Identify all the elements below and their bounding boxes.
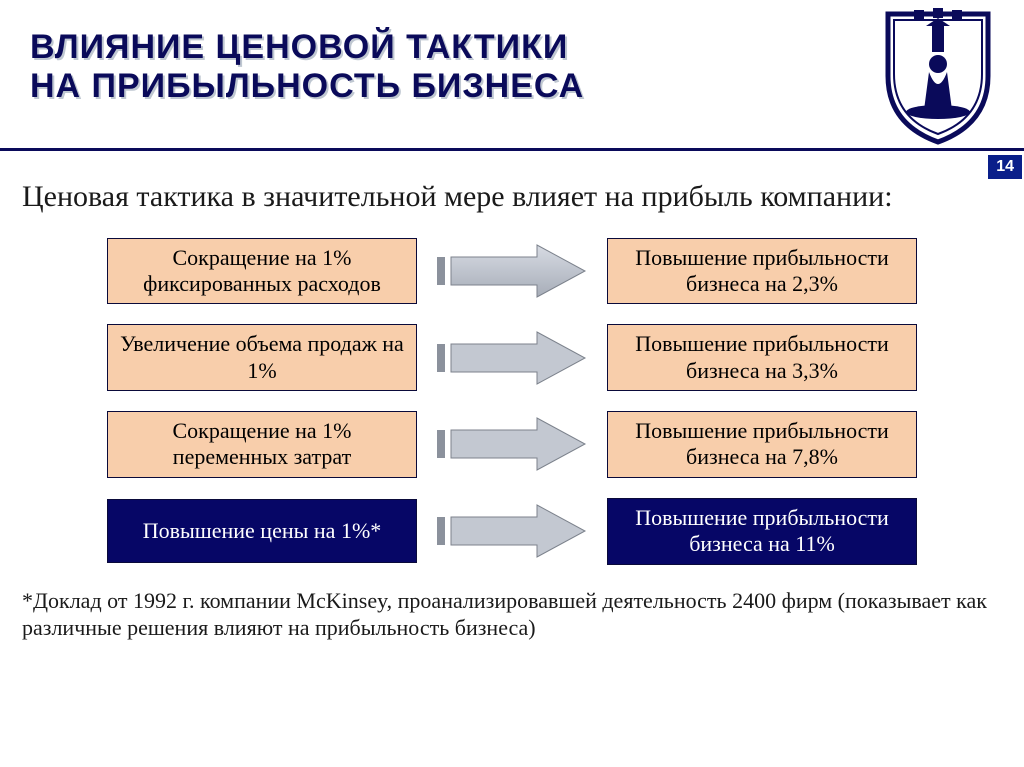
title-line-1: ВЛИЯНИЕ ЦЕНОВОЙ ТАКТИКИ xyxy=(30,28,730,67)
intro-text: Ценовая тактика в значительной мере влия… xyxy=(22,178,1002,216)
diagram-row: Сокращение на 1% переменных затрат Повыш… xyxy=(107,411,917,478)
page-number-badge: 14 xyxy=(988,155,1022,179)
header-divider xyxy=(0,148,1024,151)
diagram-row: Увеличение объема продаж на 1% Повышение… xyxy=(107,324,917,391)
effect-box: Повышение прибыльности бизнеса на 3,3% xyxy=(607,324,917,391)
cause-box: Сокращение на 1% переменных затрат xyxy=(107,411,417,478)
diagram-rows: Сокращение на 1% фиксированных расходов … xyxy=(22,238,1002,565)
arrow-right-icon xyxy=(437,503,587,559)
cause-box: Увеличение объема продаж на 1% xyxy=(107,324,417,391)
shield-logo-icon xyxy=(874,6,1002,146)
cause-box: Сокращение на 1% фиксированных расходов xyxy=(107,238,417,305)
arrow-right-icon xyxy=(437,243,587,299)
title-line-2: НА ПРИБЫЛЬНОСТЬ БИЗНЕСА xyxy=(30,67,730,106)
header: ВЛИЯНИЕ ЦЕНОВОЙ ТАКТИКИ НА ПРИБЫЛЬНОСТЬ … xyxy=(0,0,1024,150)
diagram-row: Сокращение на 1% фиксированных расходов … xyxy=(107,238,917,305)
diagram-row: Повышение цены на 1%* Повышение прибыльн… xyxy=(107,498,917,565)
slide-body: Ценовая тактика в значительной мере влия… xyxy=(22,178,1002,642)
effect-box: Повышение прибыльности бизнеса на 2,3% xyxy=(607,238,917,305)
cause-box-highlight: Повышение цены на 1%* xyxy=(107,499,417,563)
effect-box: Повышение прибыльности бизнеса на 7,8% xyxy=(607,411,917,478)
effect-box-highlight: Повышение прибыльности бизнеса на 11% xyxy=(607,498,917,565)
arrow-right-icon xyxy=(437,416,587,472)
arrow-right-icon xyxy=(437,330,587,386)
slide-title: ВЛИЯНИЕ ЦЕНОВОЙ ТАКТИКИ НА ПРИБЫЛЬНОСТЬ … xyxy=(30,28,730,106)
footnote-text: *Доклад от 1992 г. компании McKinsey, пр… xyxy=(22,587,1002,642)
